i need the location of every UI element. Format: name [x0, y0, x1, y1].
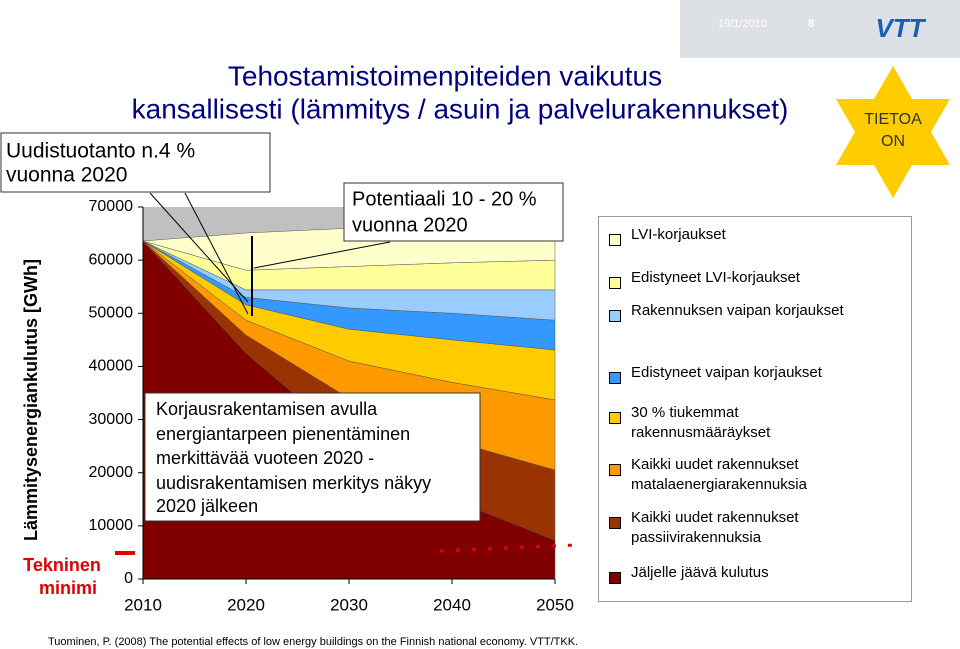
legend-label: Edistyneet LVI-korjaukset: [631, 269, 800, 286]
title-line: kansallisesti (lämmitys / asuin ja palve…: [132, 93, 789, 124]
annotation-text: Potentiaali 10 - 20 %: [352, 188, 537, 210]
minimum-dash: [439, 543, 576, 553]
legend-label: Edistyneet vaipan korjaukset: [631, 364, 822, 381]
info-star-text: TIETOA: [864, 111, 922, 128]
legend-label: Kaikki uudet rakennukset passiivirakennu…: [631, 509, 799, 546]
annotation-text: merkittävää vuoteen 2020 -: [156, 448, 374, 468]
legend: LVI-korjaukset Edistyneet LVI-korjaukset R…: [598, 216, 912, 602]
y-tick-label: 0: [124, 570, 133, 587]
annotation-text: vuonna 2020: [6, 164, 127, 187]
annotation-text: uudisrakentamisen merkitys näkyy: [156, 473, 431, 493]
legend-swatch: [609, 310, 621, 322]
y-tick-label: 30000: [89, 411, 134, 428]
annotation-text: 2020 jälkeen: [156, 496, 258, 516]
y-axis-label: Lämmitysenergiankulutus [GWh]: [21, 259, 41, 541]
annotation-text: Korjausrakentamisen avulla: [156, 399, 378, 419]
x-tick-label: 2010: [124, 595, 162, 614]
annotation-text: vuonna 2020: [352, 214, 468, 236]
x-tick-label: 2020: [227, 595, 265, 614]
annotation-text: energiantarpeen pienentäminen: [156, 424, 410, 444]
annotation-box: [343, 182, 564, 242]
annotation-text: Uudistuotanto n.4 %: [6, 140, 195, 163]
minimum-label: Tekninen: [23, 555, 101, 575]
logo: VTT: [875, 13, 926, 43]
title-line: Tehostamistoimenpiteiden vaikutus: [228, 60, 662, 91]
header-bar: [680, 0, 960, 58]
legend-swatch: [609, 464, 621, 476]
annotation-box: [0, 132, 271, 193]
y-tick-label: 60000: [89, 251, 134, 268]
legend-label: Rakennuksen vaipan korjaukset: [631, 302, 844, 319]
y-tick-label: 20000: [89, 464, 134, 481]
legend-label: Jäljelle jäävä kulutus: [631, 564, 769, 581]
legend-label: 30 % tiukemmat rakennusmääräykset: [631, 404, 771, 441]
legend-swatch: [609, 517, 621, 529]
legend-swatch: [609, 372, 621, 384]
connector: [184, 192, 249, 315]
legend-label: Kaikki uudet rakennukset matalaenergiara…: [631, 456, 807, 493]
y-tick-label: 10000: [89, 517, 134, 534]
x-tick-label: 2050: [536, 595, 574, 614]
minimum-label: minimi: [39, 578, 97, 598]
page-number: 8: [808, 18, 814, 30]
footnote: Tuominen, P. (2008) The potential effect…: [48, 636, 578, 648]
info-star: [836, 66, 950, 198]
legend-swatch: [609, 234, 621, 246]
info-star-text: ON: [881, 133, 905, 150]
legend-swatch: [609, 412, 621, 424]
legend-swatch: [609, 277, 621, 289]
y-tick-label: 70000: [89, 198, 134, 215]
x-tick-label: 2030: [330, 595, 368, 614]
y-tick-label: 40000: [89, 358, 134, 375]
connector: [253, 241, 391, 269]
legend-label: LVI-korjaukset: [631, 226, 726, 243]
annotation-box: [144, 392, 481, 522]
date: 19/1/2010: [718, 18, 767, 30]
x-tick-label: 2040: [433, 595, 471, 614]
legend-swatch: [609, 572, 621, 584]
y-tick-label: 50000: [89, 305, 134, 322]
connector: [149, 192, 249, 303]
